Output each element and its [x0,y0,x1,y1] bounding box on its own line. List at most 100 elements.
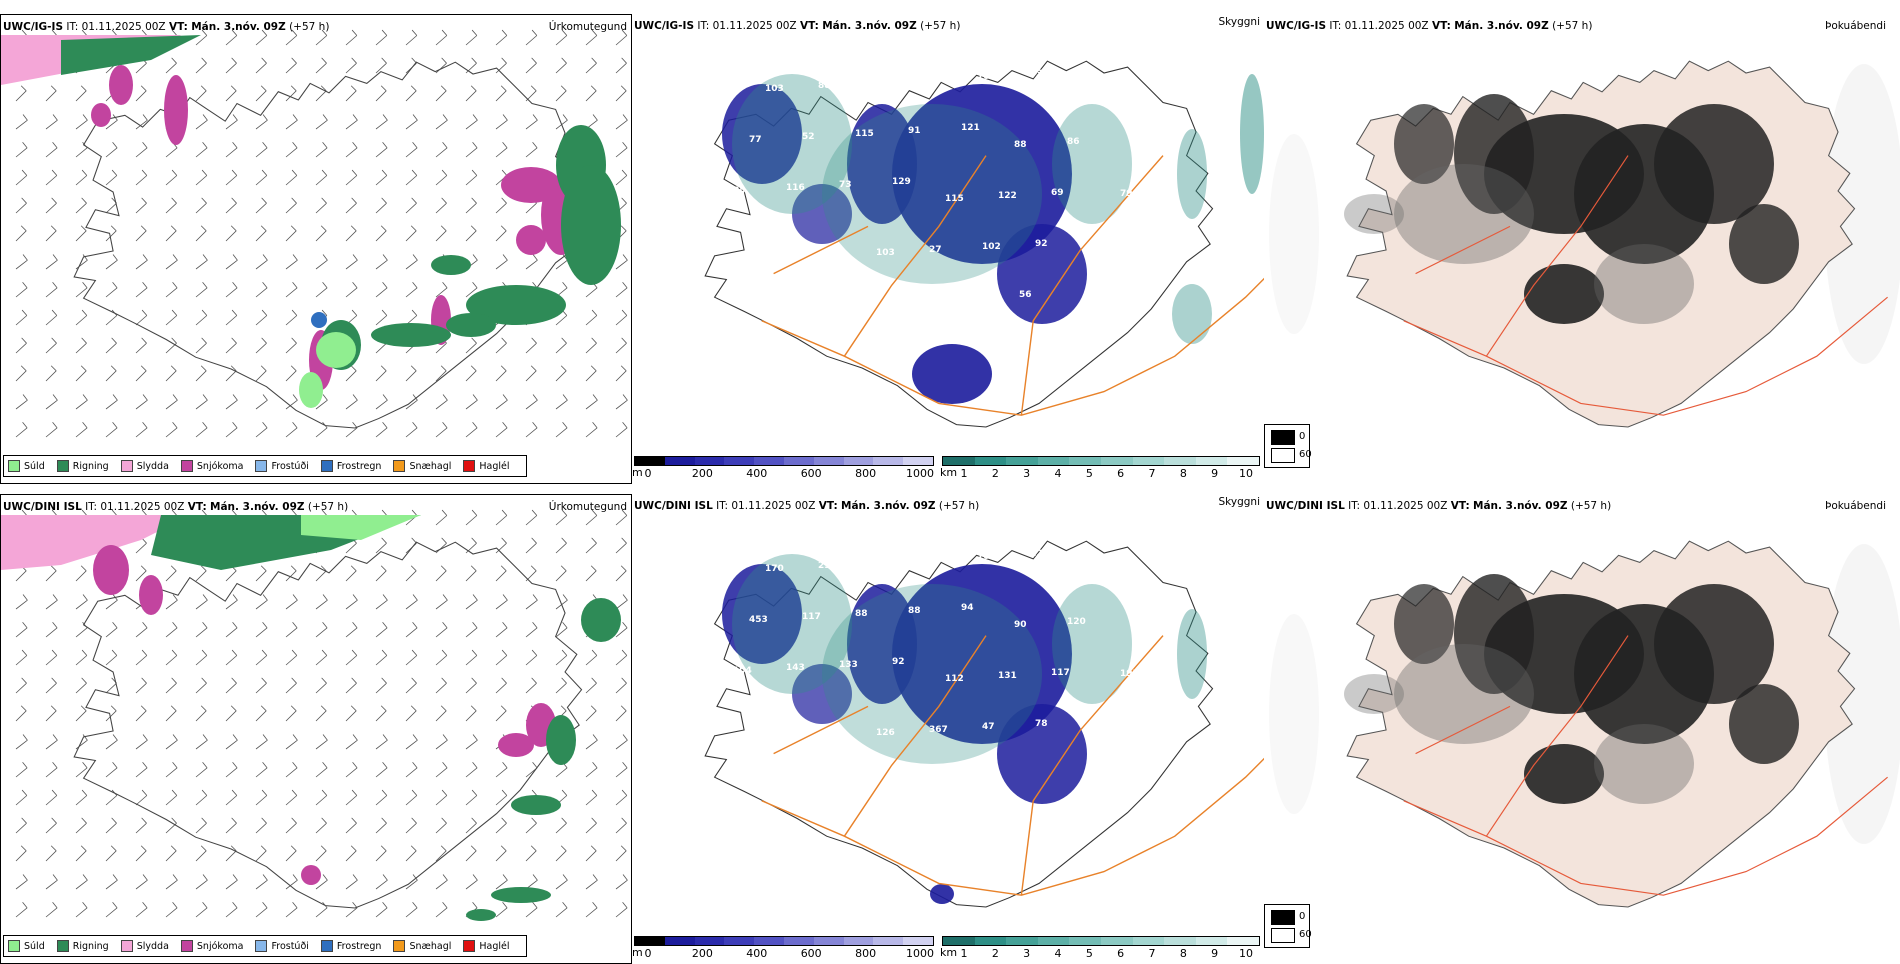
wind-barb [525,902,538,918]
fog-medium-area [1594,724,1694,804]
fog-legend-top: 0 [1299,431,1306,442]
panel-header: UWC/IG-IS IT: 01.11.2025 00Z VT: Mán. 3.… [1266,20,1592,32]
panel-header: UWC/DINI ISL IT: 01.11.2025 00Z VT: Mán.… [634,500,979,512]
wind-barb [315,845,327,862]
fog-indicator-panel: UWC/DINI ISL IT: 01.11.2025 00Z VT: Mán.… [1264,494,1900,964]
wind-barb [105,734,118,750]
cloud-base-label: 128 [1141,768,1160,778]
wind-barb [405,734,418,750]
wind-barb [375,565,387,582]
wind-barb [225,789,238,806]
fog-legend-bottom: 60 [1299,449,1312,460]
wind-barb [135,845,147,862]
cloud-base-label: 82 [807,302,820,312]
road [1403,155,1888,416]
wind-barb [615,874,628,890]
wind-barb [405,282,418,298]
vt-label: VT: [818,500,838,512]
wind-barb [45,225,57,242]
wind-barb [465,57,477,74]
wind-barb [405,169,418,186]
cloud-base-label: 88 [855,609,868,619]
snow-area [301,865,321,885]
wind-barb [165,394,178,410]
wind-barb [495,649,508,666]
wind-barb [75,649,88,666]
colorbar-cell [1037,937,1070,945]
wind-barb [195,254,208,270]
colorbar-cell [813,457,844,465]
fog-high-area [1729,204,1799,284]
legend-label: Frostúði [271,940,309,952]
legend-swatch [393,460,406,472]
wind-barb [315,817,327,834]
wind-barb [195,337,207,354]
wind-barb [465,169,478,186]
cloud-base-label: 73 [839,180,852,190]
wind-barb [615,902,628,918]
wind-barb [495,762,508,778]
wind-barb [45,594,58,610]
wind-barb [345,762,358,778]
wind-barb [285,762,298,778]
wind-barb [525,29,538,46]
visibility-area [1177,609,1207,699]
wind-barb [135,169,148,186]
wind-barb [15,422,28,438]
wind-barb [435,734,448,750]
wind-barb [255,365,267,382]
legend-label: Slydda [136,460,169,472]
model-name: UWC/IG-IS [634,20,695,32]
wind-barb [405,57,417,74]
wind-barb [105,337,117,354]
cloud-base-label: 131 [998,671,1017,681]
wind-barb [405,594,418,610]
rain-area [466,909,496,921]
wind-barb [225,85,237,102]
wind-barb [15,142,28,158]
wind-barb [465,734,478,750]
cloud-map: 118 170 232 90 107 101 120 65 54 453 117 88 88 94 90 12… [704,540,1264,908]
panel-title: Þokuábendi [1825,20,1886,32]
wind-barb [15,622,28,638]
lead-time: (+57 h) [1552,20,1593,32]
wind-barb [525,817,537,834]
legend-swatch [8,460,20,472]
wind-barb [135,337,147,354]
legend-label: Slydda [136,940,169,952]
wind-barb [495,537,507,554]
wind-barb [615,594,628,610]
legend-swatch [255,940,268,952]
cloud-base-label: 80 [770,234,783,244]
legend-label: Rigning [72,940,109,952]
wind-barb [255,29,268,46]
wind-barb [165,845,177,862]
visibility-colorbar: 1 2 3 4 5 6 7 8 9 10 km [940,936,1260,960]
colorbar-cell [783,937,814,945]
wind-barb [405,902,418,918]
legend-item: Frostúði [255,940,309,952]
fog-high-area [1524,264,1604,324]
wind-barb [615,365,627,382]
wind-barb [555,845,567,862]
wind-barb [555,422,568,438]
wind-barb [45,677,57,694]
wind-barb [165,565,177,582]
wind-barb [255,649,268,666]
wind-barb [285,649,298,666]
wind-barb [405,114,418,130]
wind-barb [105,282,118,298]
wind-barb [465,705,477,722]
wind-barb [555,365,567,382]
cloud-base-label: 101 [977,552,996,562]
wind-barb [135,622,148,638]
wind-barb [315,197,327,214]
cloud-base-label: 27 [929,245,942,255]
rain-area [581,598,621,642]
cloud-base-label: 103 [876,248,895,258]
wind-barb [555,337,567,354]
colorbar-cells [634,456,934,466]
wind-barb [465,677,477,694]
drizzle-area [299,372,323,408]
it-value: 01.11.2025 00Z [731,500,816,512]
